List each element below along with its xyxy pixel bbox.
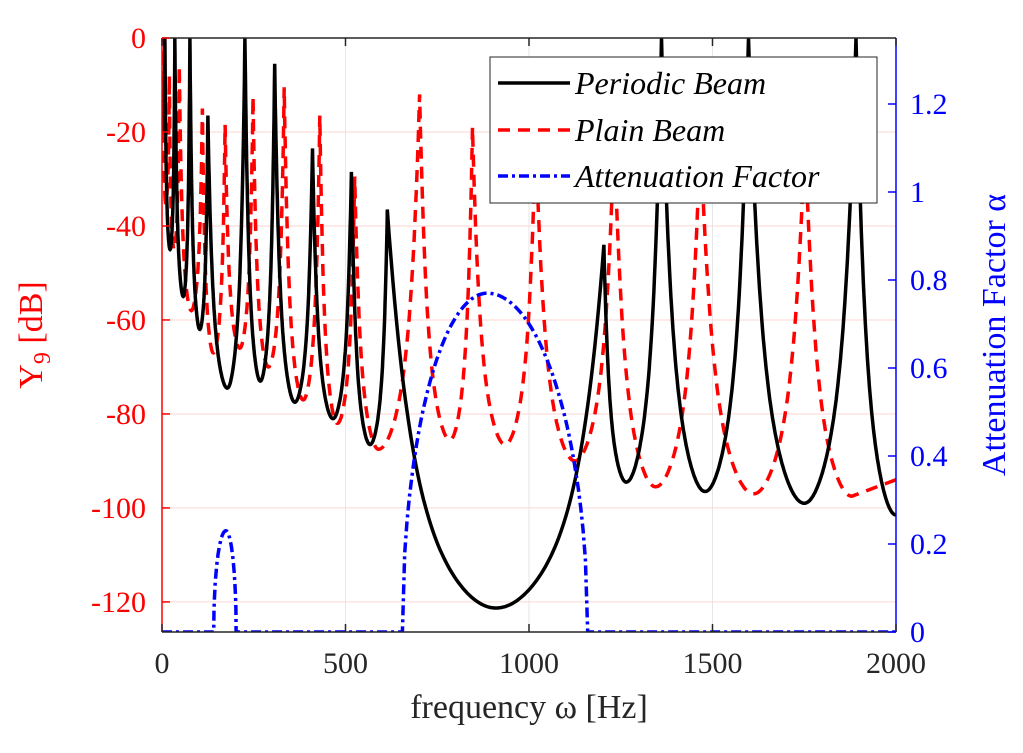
y-right-tick-label: 1: [910, 176, 925, 209]
series-layer: [162, 38, 896, 632]
legend-label-attenuation-factor: Attenuation Factor: [573, 158, 820, 194]
y-axis-label-left-unit: [dB]: [13, 281, 50, 352]
x-tick-label: 1500: [683, 647, 743, 680]
y-right-tick-label: 0.6: [910, 352, 948, 385]
x-tick-label: 2000: [866, 647, 926, 680]
y-left-tick-label: -100: [91, 492, 146, 525]
y-right-tick-label: 1.2: [910, 88, 948, 121]
series-periodic-beam: [162, 38, 896, 610]
y-left-tick-label: 0: [131, 22, 146, 55]
y-right-tick-label: 0.4: [910, 440, 948, 473]
y-axis-label-left-main: Y: [13, 364, 50, 389]
y-axis-label-left: Y9 [dB]: [13, 281, 56, 388]
x-tick-label: 0: [155, 647, 170, 680]
y-right-tick-label: 0.8: [910, 264, 948, 297]
y-left-tick-label: -120: [91, 586, 146, 619]
legend: Periodic Beam Plain Beam Attenuation Fac…: [489, 56, 878, 204]
y-right-tick-label: 0.2: [910, 528, 948, 561]
y-right-tick-label: 0: [910, 616, 925, 649]
y-left-tick-label: -40: [106, 210, 146, 243]
y-left-tick-label: -80: [106, 398, 146, 431]
series-plain-beam: [162, 38, 896, 498]
x-axis-label: frequency ω [Hz]: [410, 689, 648, 726]
ticks: 0 500 1000 1500 20000-20-40-60-80-100-12000.…: [91, 22, 948, 680]
x-tick-label: 500: [323, 647, 368, 680]
y-left-tick-label: -60: [106, 304, 146, 337]
x-tick-label: 1000: [499, 647, 559, 680]
y-axis-label-left-sub: 9: [30, 352, 56, 364]
legend-label-periodic-beam: Periodic Beam: [574, 65, 766, 101]
legend-label-plain-beam: Plain Beam: [574, 112, 725, 148]
y-axis-label-right: Attenuation Factor α: [976, 194, 1013, 476]
y-left-tick-label: -20: [106, 116, 146, 149]
